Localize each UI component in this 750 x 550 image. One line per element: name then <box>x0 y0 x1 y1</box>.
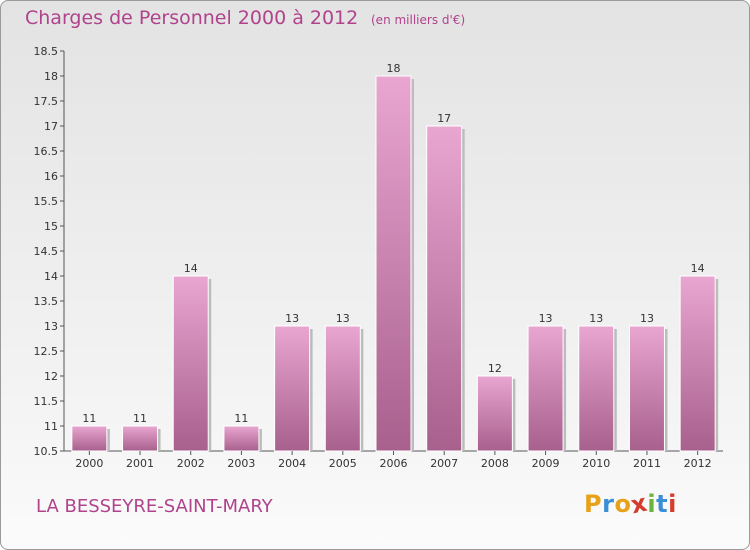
bar[interactable] <box>628 325 665 452</box>
x-tick-label: 2007 <box>430 457 458 470</box>
bar-value-label: 13 <box>640 312 654 325</box>
logo-letter: i <box>668 490 677 518</box>
bar[interactable] <box>527 325 564 452</box>
bar[interactable] <box>71 425 108 452</box>
bar[interactable] <box>122 425 159 452</box>
y-tick-label: 12 <box>44 370 58 383</box>
x-tick-label: 2003 <box>227 457 255 470</box>
y-tick-label: 17 <box>44 120 58 133</box>
y-tick-label: 16 <box>44 170 58 183</box>
logo-letter: t <box>656 490 669 518</box>
y-tick-label: 15.5 <box>34 195 59 208</box>
y-tick-label: 18.5 <box>34 45 59 58</box>
x-tick-label: 2002 <box>177 457 205 470</box>
bar-group-2005: 13 2005 <box>324 312 364 470</box>
x-tick-label: 2008 <box>481 457 509 470</box>
bar-value-label: 17 <box>437 112 451 125</box>
bar[interactable] <box>426 125 463 452</box>
x-tick-label: 2000 <box>75 457 103 470</box>
bar-value-label: 13 <box>336 312 350 325</box>
bar[interactable] <box>375 75 412 452</box>
bar-value-label: 12 <box>488 362 502 375</box>
bar-value-label: 13 <box>285 312 299 325</box>
bar-value-label: 11 <box>133 412 147 425</box>
bar-group-2001: 11 2001 <box>122 412 161 470</box>
x-tick-label: 2010 <box>582 457 610 470</box>
bar-value-label: 13 <box>589 312 603 325</box>
y-tick-label: 10.5 <box>34 445 59 458</box>
y-tick-label: 13 <box>44 320 58 333</box>
chart-title: Charges de Personnel 2000 à 2012 <box>25 7 359 29</box>
y-tick-label: 14 <box>44 270 58 283</box>
y-tick-label: 11 <box>44 420 58 433</box>
bar-value-label: 14 <box>691 262 705 275</box>
x-tick-label: 2012 <box>684 457 712 470</box>
bar-value-label: 11 <box>82 412 96 425</box>
y-tick-label: 15 <box>44 220 58 233</box>
x-tick-label: 2005 <box>329 457 357 470</box>
y-tick-label: 17.5 <box>34 95 59 108</box>
logo-letter: r <box>602 490 615 518</box>
bar-value-label: 18 <box>387 62 401 75</box>
y-tick-label: 16.5 <box>34 145 59 158</box>
bar-group-2006: 18 2006 <box>375 62 414 470</box>
bar-group-2012: 14 2012 <box>679 262 719 470</box>
y-tick-label: 13.5 <box>34 295 59 308</box>
bar-group-2002: 14 2002 <box>172 262 212 470</box>
y-tick-label: 12.5 <box>34 345 59 358</box>
bar[interactable] <box>324 325 361 452</box>
bar-value-label: 11 <box>234 412 248 425</box>
bar-value-label: 14 <box>184 262 198 275</box>
bar-group-2009: 13 2009 <box>527 312 567 470</box>
bar-group-2011: 13 2011 <box>628 312 668 470</box>
bar-group-2007: 17 2007 <box>426 112 465 470</box>
y-tick-label: 11.5 <box>34 395 59 408</box>
logo-letter: i <box>647 490 657 518</box>
commune-name: LA BESSEYRE-SAINT-MARY <box>36 496 273 517</box>
bar-group-2008: 12 2008 <box>476 362 516 470</box>
x-tick-label: 2001 <box>126 457 154 470</box>
y-tick-label: 18 <box>44 70 58 83</box>
bar[interactable] <box>223 425 260 452</box>
bar[interactable] <box>578 325 615 452</box>
bar-group-2004: 13 2004 <box>274 312 313 470</box>
bar-group-2000: 11 2000 <box>71 412 110 470</box>
bar[interactable] <box>679 275 716 452</box>
x-tick-label: 2009 <box>532 457 560 470</box>
bar-value-label: 13 <box>539 312 553 325</box>
x-tick-label: 2004 <box>278 457 306 470</box>
bar[interactable] <box>172 275 209 452</box>
chart-subtitle: (en milliers d'€) <box>371 13 466 27</box>
logo-letter: P <box>584 490 603 518</box>
x-tick-label: 2006 <box>380 457 408 470</box>
logo-letter: o <box>614 490 632 518</box>
y-tick-label: 14.5 <box>34 245 59 258</box>
bar[interactable] <box>476 375 513 452</box>
bar-group-2003: 11 2003 <box>223 412 262 470</box>
bar-group-2010: 13 2010 <box>578 312 617 470</box>
x-tick-label: 2011 <box>633 457 661 470</box>
proxiti-logo[interactable]: Proxiti <box>584 489 677 520</box>
bar[interactable] <box>274 325 311 452</box>
